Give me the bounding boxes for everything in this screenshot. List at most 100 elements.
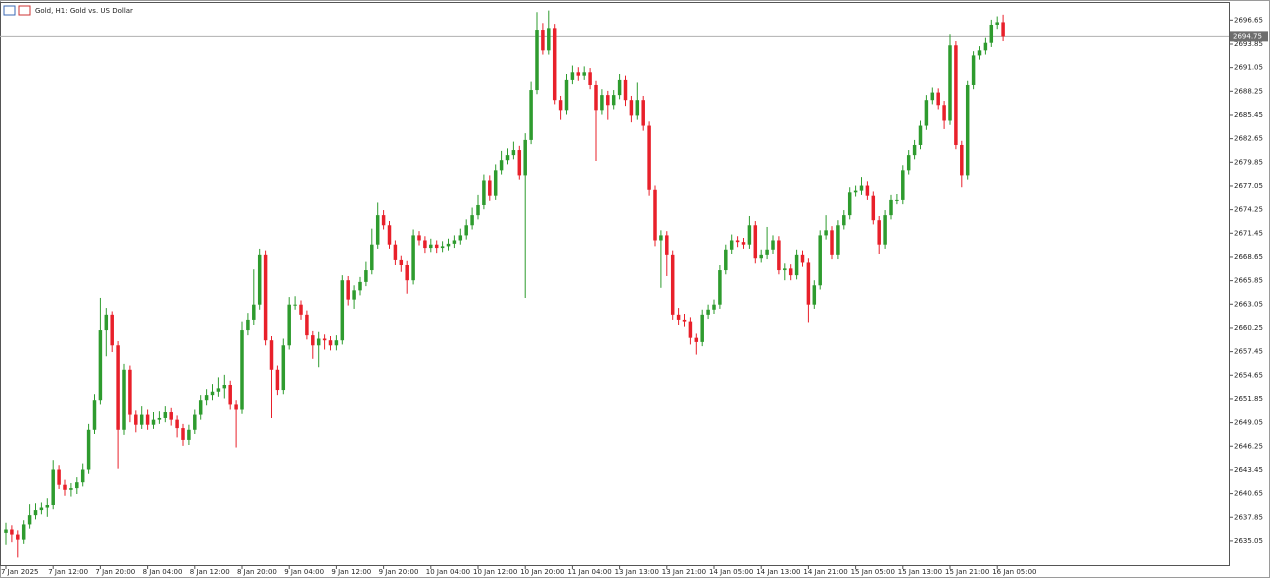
candle-body <box>98 330 103 401</box>
y-tick-label: 2665.85 <box>1234 277 1263 285</box>
candle-body <box>157 417 162 420</box>
y-tick-label: 2654.65 <box>1234 371 1263 379</box>
candle-body <box>57 469 61 485</box>
candle-body <box>45 504 50 508</box>
candle-body <box>470 215 474 226</box>
candle-body <box>729 240 734 250</box>
candle-body <box>688 321 693 338</box>
candle-body <box>735 240 740 243</box>
candle-body <box>906 155 911 171</box>
candle-body <box>830 230 834 255</box>
candle-body <box>788 268 793 276</box>
candle-body <box>535 30 539 91</box>
x-tick-label: 8 Jan 04:00 <box>143 568 183 576</box>
candle-body <box>21 524 26 540</box>
x-tick-label: 9 Jan 04:00 <box>284 568 324 576</box>
candle-body <box>647 125 651 190</box>
candle-body <box>216 388 221 392</box>
candle-body <box>694 337 699 342</box>
x-tick-label: 14 Jan 21:00 <box>803 568 847 576</box>
candle-body <box>977 50 982 56</box>
x-tick-label: 15 Jan 05:00 <box>851 568 895 576</box>
candle-body <box>611 95 616 106</box>
candle-body <box>139 414 144 425</box>
x-tick-label: 14 Jan 05:00 <box>709 568 753 576</box>
candle-body <box>847 192 852 216</box>
candle-body <box>340 280 345 341</box>
candle-body <box>169 412 173 420</box>
x-tick-label: 9 Jan 12:00 <box>331 568 371 576</box>
candle-body <box>145 414 150 425</box>
candle-body <box>901 170 905 200</box>
candle-body <box>954 45 958 145</box>
candle-body <box>960 144 964 176</box>
candle-body <box>712 304 716 310</box>
candle-body <box>252 304 256 320</box>
y-tick-label: 2640.65 <box>1234 490 1263 498</box>
candle-body <box>948 45 952 121</box>
candle-body <box>541 30 545 51</box>
candle-body <box>39 507 44 511</box>
candle-body <box>322 338 327 341</box>
candle-body <box>930 92 935 101</box>
candle-body <box>69 488 73 490</box>
candle-body <box>942 105 946 121</box>
candle-body <box>653 189 657 241</box>
candle-body <box>836 225 840 255</box>
candle-body <box>305 314 309 336</box>
candle-body <box>80 469 85 483</box>
candle-body <box>434 244 439 249</box>
candle-body <box>511 150 516 156</box>
y-tick-label: 2637.85 <box>1234 513 1263 521</box>
candle-body <box>517 150 522 176</box>
icon <box>3 5 16 16</box>
y-tick-label: 2682.65 <box>1234 135 1263 143</box>
candle-body <box>576 72 581 76</box>
candle-body <box>198 400 203 415</box>
candle-body <box>482 180 486 205</box>
y-tick-label: 2660.25 <box>1234 324 1263 332</box>
candle-body <box>924 100 929 126</box>
y-tick-label: 2635.05 <box>1234 537 1263 545</box>
candle-body <box>464 225 468 236</box>
candle-body <box>399 259 404 265</box>
symbol-icons <box>3 5 31 16</box>
candle-body <box>806 262 811 305</box>
chart-title: Gold, H1: Gold vs. US Dollar <box>35 7 133 15</box>
candle-body <box>311 335 315 346</box>
candle-body <box>724 249 728 271</box>
candle-body <box>86 429 91 470</box>
candle-body <box>328 340 333 346</box>
candle-body <box>346 280 350 300</box>
candle-body <box>753 225 758 259</box>
candle-body <box>104 314 109 331</box>
candle-body <box>334 340 339 346</box>
y-tick-label: 2657.45 <box>1234 348 1263 356</box>
y-tick-label: 2651.85 <box>1234 395 1263 403</box>
candle-body <box>558 100 563 111</box>
candle-body <box>75 482 79 489</box>
candle-body <box>718 270 722 305</box>
x-tick-label: 7 Jan 12:00 <box>48 568 88 576</box>
candle-body <box>871 195 876 221</box>
candle-body <box>134 414 138 425</box>
y-tick-label: 2674.25 <box>1234 206 1263 214</box>
candle-body <box>240 330 244 410</box>
candle-body <box>883 215 887 245</box>
candle-body <box>370 244 374 271</box>
candle-body <box>676 314 681 320</box>
x-tick-label: 10 Jan 20:00 <box>520 568 564 576</box>
candle-body <box>10 529 14 535</box>
x-tick-label: 9 Jan 20:00 <box>379 568 419 576</box>
candle-body <box>918 125 923 145</box>
candle-body <box>246 319 250 331</box>
candle-body <box>889 199 893 216</box>
y-tick-label: 2696.65 <box>1234 16 1263 24</box>
candle-body <box>423 240 427 249</box>
candle-body <box>493 170 498 196</box>
candle-body <box>641 100 645 126</box>
candle-body <box>606 95 610 106</box>
x-tick-label: 13 Jan 21:00 <box>662 568 706 576</box>
x-tick-label: 8 Jan 20:00 <box>237 568 277 576</box>
candle-body <box>783 268 787 271</box>
